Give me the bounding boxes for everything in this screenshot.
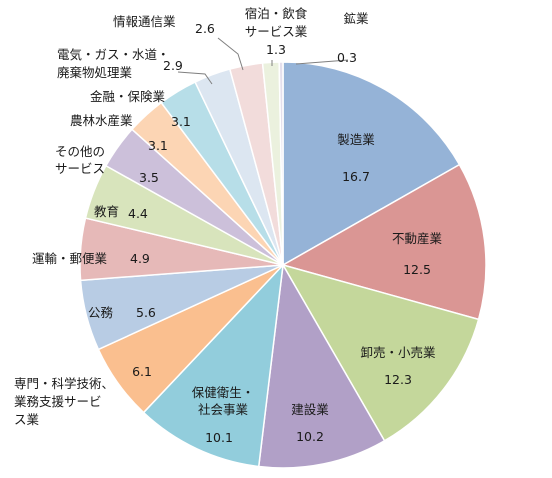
slice-label-line: 専門・科学技術、 <box>14 376 114 391</box>
slice-label-line: サービス <box>55 161 105 176</box>
slice-label-line: 不動産業 <box>392 231 443 246</box>
slice-value-13: 2.6 <box>195 21 215 36</box>
slice-label-line: ス業 <box>14 412 40 427</box>
slice-value-8: 4.4 <box>128 206 148 221</box>
slice-label-13: 情報通信業 <box>113 14 176 29</box>
slice-label-line: サービス業 <box>245 24 308 39</box>
slice-label-line: 廃棄物処理業 <box>57 65 133 80</box>
slice-label-line: 製造業 <box>337 132 375 147</box>
slice-label-line: 教育 <box>94 204 119 219</box>
slice-value-3: 10.2 <box>296 429 324 444</box>
slice-label-8: 教育 <box>94 204 119 219</box>
slice-label-0: 製造業 <box>337 132 375 147</box>
slice-value-9: 3.5 <box>139 170 159 185</box>
leader-lines <box>177 37 349 85</box>
leader-line-13 <box>217 37 244 71</box>
slice-label-1: 不動産業 <box>392 231 443 246</box>
slice-label-6: 公務 <box>88 305 114 320</box>
slice-value-15: 0.3 <box>337 50 357 65</box>
pie-slice-3 <box>257 262 386 469</box>
slice-labels: 製造業 16.7 不動産業 12.5 卸売・小売業 12.3 建設業 10.2 保健衛生・社会事… <box>14 6 442 445</box>
pie-slices <box>79 61 487 469</box>
slice-label-line: 情報通信業 <box>113 14 176 29</box>
slice-label-line: 電気・ガス・水道・ <box>57 47 170 62</box>
slice-label-line: 宿泊・飲食 <box>245 6 308 21</box>
slice-label-7: 運輸・郵便業 <box>32 251 108 266</box>
slice-value-11: 3.1 <box>171 114 191 129</box>
slice-label-line: 農林水産業 <box>70 113 133 128</box>
slice-label-line: 業務支援サービ <box>14 394 102 409</box>
slice-label-3: 建設業 <box>291 402 329 417</box>
slice-label-line: 金融・保険業 <box>90 89 166 104</box>
slice-label-line: 社会事業 <box>198 402 249 417</box>
slice-value-2: 12.3 <box>384 372 412 387</box>
slice-label-line: その他の <box>55 144 105 159</box>
slice-value-6: 5.6 <box>136 305 156 320</box>
pie-slice-2 <box>281 263 480 442</box>
slice-label-11: 金融・保険業 <box>90 89 166 104</box>
slice-label-14: 宿泊・飲食サービス業 <box>245 6 308 39</box>
pie-slice-15 <box>278 61 284 266</box>
slice-label-10: 農林水産業 <box>70 113 133 128</box>
slice-value-7: 4.9 <box>130 251 150 266</box>
slice-label-12: 電気・ガス・水道・廃棄物処理業 <box>57 47 170 80</box>
slice-label-15: 鉱業 <box>343 11 369 26</box>
pie-slice-4 <box>142 262 285 468</box>
slice-label-5: 専門・科学技術、業務支援サービス業 <box>14 376 114 427</box>
slice-label-line: 建設業 <box>291 402 329 417</box>
slice-label-4: 保健衛生・社会事業 <box>192 385 255 417</box>
slice-value-4: 10.1 <box>205 430 233 445</box>
slice-value-1: 12.5 <box>403 262 431 277</box>
slice-value-14: 1.3 <box>266 42 286 57</box>
leader-line-12 <box>177 71 213 85</box>
slice-value-10: 3.1 <box>148 138 168 153</box>
slice-label-line: 運輸・郵便業 <box>32 251 108 266</box>
slice-label-line: 卸売・小売業 <box>360 345 436 360</box>
leader-line-15 <box>295 59 349 65</box>
slice-value-5: 6.1 <box>132 364 152 379</box>
slice-label-line: 公務 <box>88 305 114 320</box>
pie-slice-1 <box>281 163 487 321</box>
slice-label-line: 保健衛生・ <box>192 385 255 400</box>
slice-value-12: 2.9 <box>163 58 183 73</box>
slice-value-0: 16.7 <box>342 169 370 184</box>
slice-label-9: その他のサービス <box>55 144 105 176</box>
slice-label-2: 卸売・小売業 <box>360 345 436 360</box>
slice-label-line: 鉱業 <box>343 11 369 26</box>
